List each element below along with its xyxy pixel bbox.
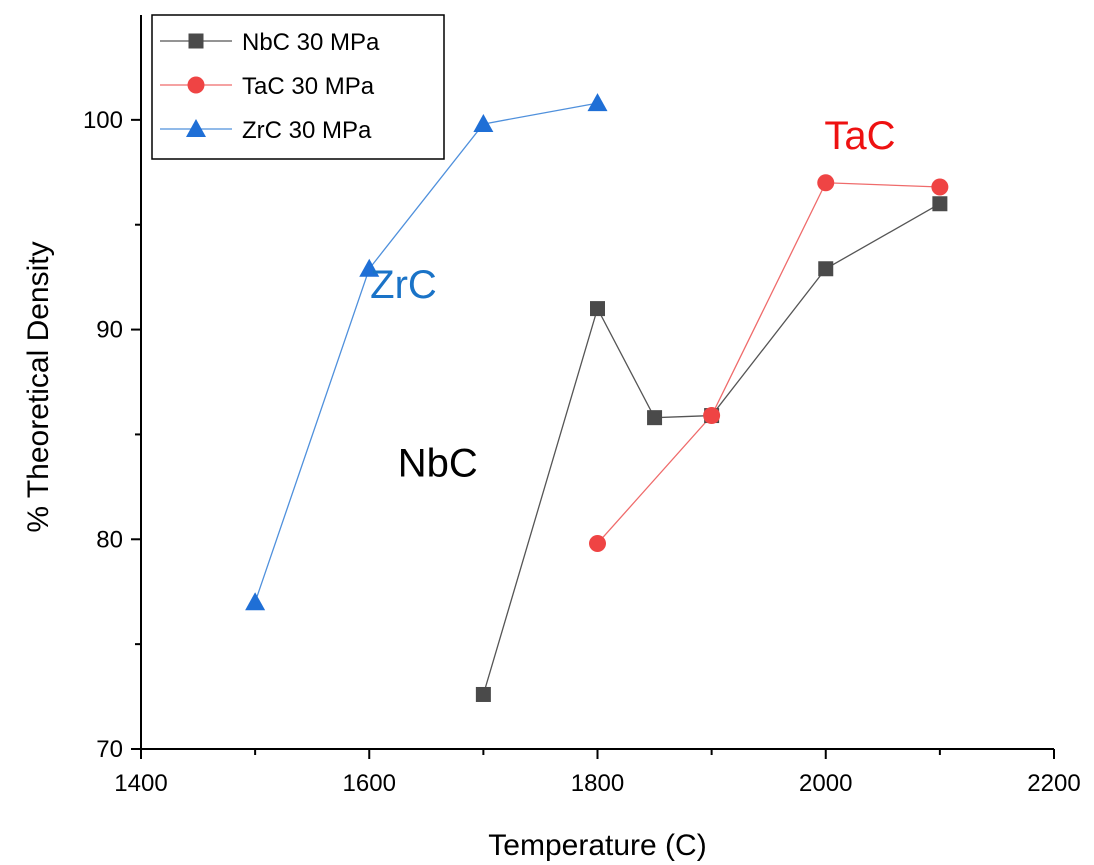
y-axis-title: % Theoretical Density	[22, 241, 55, 532]
legend-label-zrc: ZrC 30 MPa	[242, 117, 372, 144]
nbc-data-point	[932, 196, 948, 212]
x-tick-label: 2000	[799, 770, 852, 797]
zrc-data-point	[245, 592, 266, 611]
nbc-data-point	[818, 261, 834, 277]
x-axis-title: Temperature (C)	[488, 829, 706, 862]
legend-label-nbc: NbC 30 MPa	[242, 29, 380, 56]
legend-marker-nbc	[188, 33, 204, 49]
zrc-data-point	[473, 114, 494, 133]
series-lines	[254, 102, 941, 695]
tac-data-point	[931, 178, 949, 196]
x-tick-label: 2200	[1027, 770, 1080, 797]
annotation-zrc: ZrC	[370, 263, 437, 307]
x-tick-label: 1600	[343, 770, 396, 797]
annotations: ZrC NbC TaC	[370, 114, 895, 485]
zrc-series-line	[254, 102, 598, 603]
zrc-data-point	[359, 258, 380, 277]
legend-marker-tac	[187, 76, 205, 94]
x-tick-label: 1800	[571, 770, 624, 797]
legend-marker-zrc	[186, 119, 206, 137]
annotation-nbc: NbC	[398, 441, 478, 485]
tac-data-point	[817, 174, 835, 192]
nbc-series-line	[482, 203, 941, 695]
y-tick-label: 70	[96, 736, 123, 763]
nbc-data-point	[590, 301, 605, 317]
y-tick-label: 90	[96, 317, 123, 344]
series-markers	[245, 93, 949, 702]
zrc-data-point	[587, 93, 608, 112]
tac-data-point	[703, 407, 721, 425]
x-tick-label: 1400	[114, 770, 167, 797]
y-tick-label: 100	[83, 107, 123, 134]
legend: NbC 30 MPa TaC 30 MPa ZrC 30 MPa	[151, 14, 445, 160]
tac-data-point	[589, 534, 606, 552]
nbc-data-point	[475, 686, 491, 702]
annotation-tac: TaC	[824, 114, 895, 158]
nbc-data-point	[647, 410, 663, 426]
y-tick-label: 80	[96, 526, 123, 553]
legend-label-tac: TaC 30 MPa	[242, 73, 375, 100]
axes: 1400 1600 1800 2000 2200 70 80 90 100	[83, 15, 1081, 797]
tac-series-line	[597, 182, 940, 544]
